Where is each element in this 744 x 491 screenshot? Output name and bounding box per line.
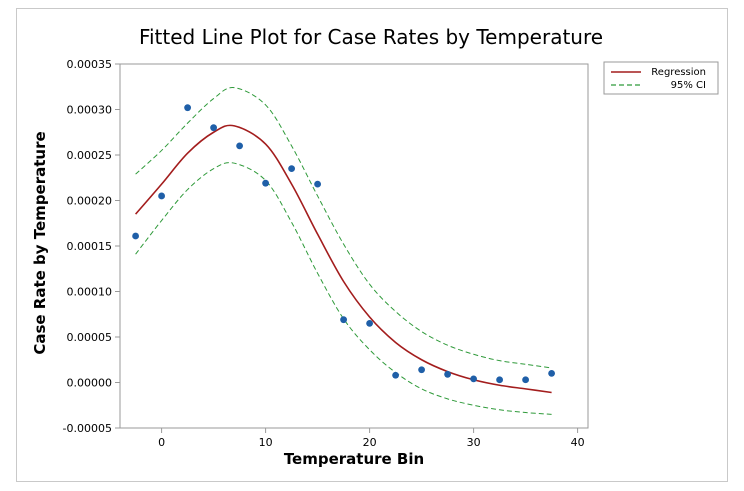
legend-box [603,61,719,95]
data-point [132,232,140,240]
data-point [392,371,399,379]
chart-title: Fitted Line Plot for Case Rates by Tempe… [139,25,603,49]
data-point [418,366,425,374]
legend: Regression 95% CI [603,61,719,95]
data-point [340,316,347,324]
y-tick-label: 0.00015 [67,240,113,253]
data-point [366,319,373,327]
x-tick-label: 30 [467,436,481,449]
y-tick-label: 0.00030 [67,104,113,117]
y-axis-label: Case Rate by Temperature [31,131,49,354]
data-point [288,165,295,173]
legend-regression-label: Regression [651,67,706,78]
y-tick-label: 0.00000 [67,377,113,390]
data-point [184,104,192,112]
x-tick-label: 20 [363,436,377,449]
regression-line [134,124,552,394]
data-point [262,179,269,187]
data-point [496,376,503,384]
ci-lower-line [135,162,552,415]
data-point [158,192,166,200]
x-tick-label: 0 [158,436,165,449]
y-tick-label: 0.00010 [67,286,113,299]
data-point [548,370,555,377]
x-axis-label: Temperature Bin [284,450,424,468]
plot-area [119,63,589,429]
legend-ci-label: 95% CI [671,80,706,91]
data-point [210,124,218,132]
data-point [314,180,321,188]
data-point [444,370,451,378]
y-tick-label: -0.00005 [63,422,112,435]
ci-upper-line [135,87,552,369]
data-point [236,142,244,150]
data-layer [132,87,555,415]
data-point [522,376,529,384]
x-tick-label: 10 [259,436,273,449]
y-axis: -0.00005 0.00000 0.00005 0.00010 0.00015 0.00… [63,58,120,435]
x-axis: 0 10 20 30 40 [158,428,585,449]
y-tick-label: 0.00035 [67,58,113,71]
data-point [470,375,477,383]
y-tick-label: 0.00020 [67,195,113,208]
y-tick-label: 0.00005 [67,331,113,344]
x-tick-label: 40 [571,436,585,449]
y-tick-label: 0.00025 [67,149,113,162]
